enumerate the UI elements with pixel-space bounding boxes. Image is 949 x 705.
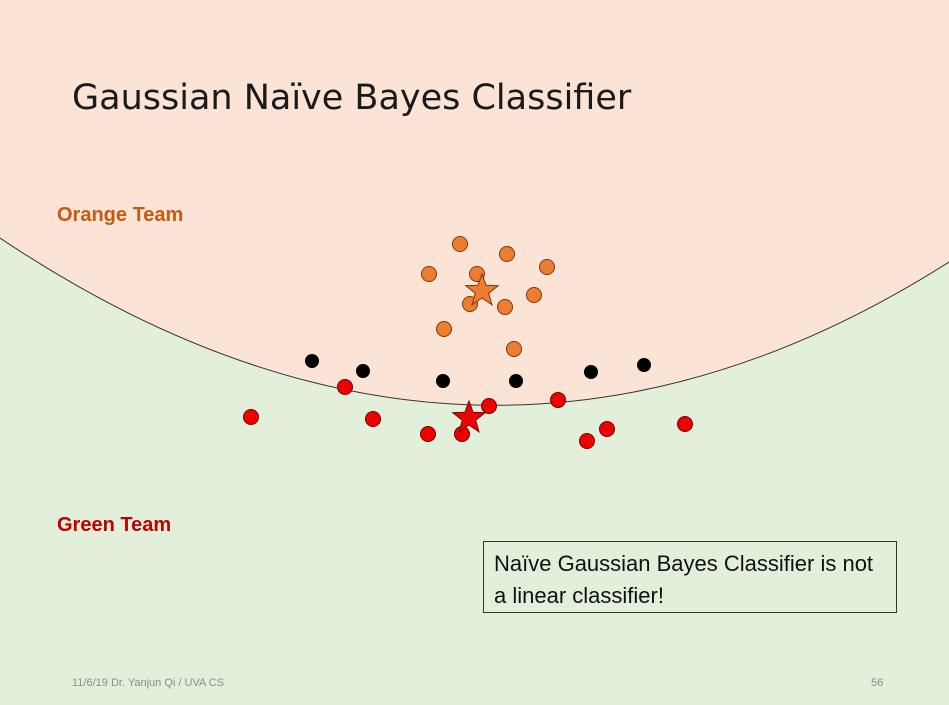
orange-team-label: Orange Team xyxy=(57,204,184,226)
red-point xyxy=(550,392,566,408)
red-point xyxy=(599,421,615,437)
boundary-point xyxy=(509,374,523,388)
green-team-label: Green Team xyxy=(57,514,172,536)
orange-point xyxy=(421,266,437,282)
red-point xyxy=(365,411,381,427)
boundary-point xyxy=(436,374,450,388)
red-point xyxy=(481,398,497,414)
red-point xyxy=(677,416,693,432)
decision-boundary-curve xyxy=(0,237,949,406)
boundary-point xyxy=(305,354,319,368)
footer-credit: 11/6/19 Dr. Yanjun Qi / UVA CS xyxy=(72,677,225,689)
orange-point xyxy=(452,236,468,252)
boundary-point xyxy=(584,365,598,379)
slide-title: Gaussian Naïve Bayes Classifier xyxy=(72,78,632,118)
orange-region xyxy=(0,0,949,406)
note-box: Naïve Gaussian Bayes Classifier is not a… xyxy=(483,541,897,613)
red-centroid-star xyxy=(451,399,487,433)
boundary-point xyxy=(637,358,651,372)
red-point xyxy=(337,379,353,395)
orange-point xyxy=(539,259,555,275)
red-point xyxy=(243,409,259,425)
red-point xyxy=(579,433,595,449)
orange-point xyxy=(497,299,513,315)
orange-point xyxy=(526,287,542,303)
page-number: 56 xyxy=(871,677,884,689)
orange-centroid-star xyxy=(464,272,500,306)
red-point xyxy=(420,426,436,442)
orange-point xyxy=(436,321,452,337)
orange-point xyxy=(506,341,522,357)
orange-point xyxy=(499,246,515,262)
boundary-point xyxy=(356,364,370,378)
